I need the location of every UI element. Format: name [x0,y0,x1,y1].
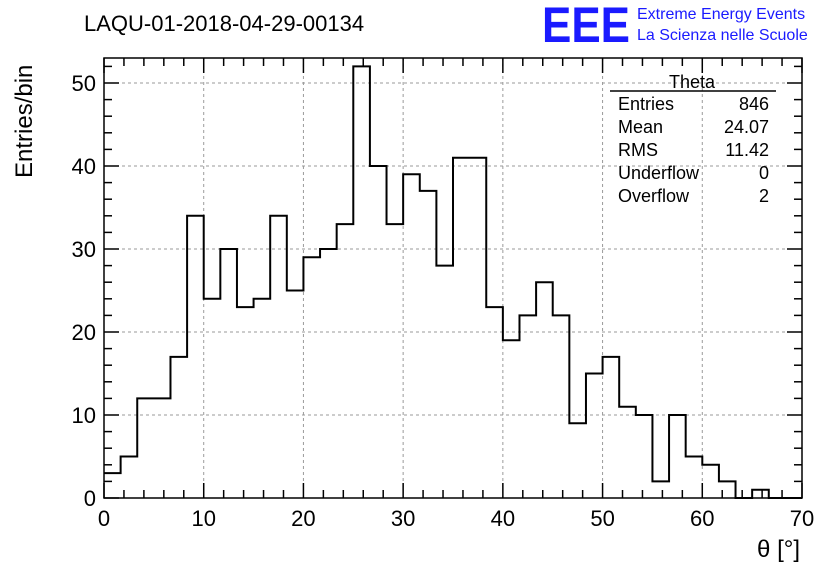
histogram-bin [121,457,138,499]
histogram-bin [752,490,769,498]
plot-title: LAQU-01-2018-04-29-00134 [84,11,364,36]
x-tick-label: 20 [291,506,315,531]
histogram-bin [436,266,453,498]
eee-logo: EEE Extreme Energy Events La Scienza nel… [542,0,808,53]
histogram-bin [270,216,287,498]
histogram-bin [387,224,404,498]
histogram-outline [104,65,803,499]
histogram-bin [303,257,320,498]
y-tick-label: 40 [72,154,96,179]
histogram-bin [702,465,719,498]
stats-label: RMS [618,140,658,160]
histogram-bin [204,299,221,498]
histogram-bin [154,398,171,498]
stats-value: 24.07 [724,117,769,137]
histogram-bin [104,473,121,498]
x-tick-label: 10 [191,506,215,531]
stats-title: Theta [669,72,716,92]
histogram-bin [353,66,370,498]
logo-line2: La Scienza nelle Scuole [637,27,808,44]
histogram-bin [287,291,304,499]
histogram-bin [569,423,586,498]
grid-lines [104,58,802,498]
x-tick-label: 30 [391,506,415,531]
stats-label: Overflow [618,186,690,206]
stats-label: Underflow [618,163,700,183]
histogram-bin [586,374,603,499]
histogram-bin [652,481,669,498]
stats-label: Entries [618,94,674,114]
histogram-bin [420,191,437,498]
stats-label: Mean [618,117,663,137]
stats-box: Theta Entries 846 Mean 24.07 RMS 11.42 Underfl… [610,72,776,206]
stats-value: 11.42 [725,140,769,160]
stats-value: 0 [759,163,769,183]
stats-value: 2 [759,186,769,206]
x-tick-label: 50 [590,506,614,531]
y-tick-label: 10 [72,403,96,428]
plot-frame [103,57,803,499]
histogram-bin [403,174,420,498]
stats-value: 846 [739,94,769,114]
histogram-bin [503,340,520,498]
logo-line1: Extreme Energy Events [637,6,805,23]
histogram-bin [603,357,620,498]
logo-letters: EEE [542,0,630,53]
histogram-bin [453,158,470,498]
histogram-bin [536,282,553,498]
histogram-bin [619,407,636,498]
histogram-bin [553,315,570,498]
histogram-bin [719,481,736,498]
histogram-bin [636,415,653,498]
histogram-bin [137,398,154,498]
x-tick-label: 40 [491,506,515,531]
histogram-bin [170,357,187,498]
y-tick-label: 0 [84,486,96,511]
histogram-bin [187,216,204,498]
histogram-bin [470,158,487,498]
histogram-bin [237,307,254,498]
y-tick-label: 50 [72,71,96,96]
histogram-bin [254,299,271,498]
x-tick-label: 70 [790,506,814,531]
histogram-bin [519,315,536,498]
stats-rows: Entries 846 Mean 24.07 RMS 11.42 Underflow 0 Ove… [618,94,769,206]
histogram-bin [486,307,503,498]
histogram-bin [669,415,686,498]
x-axis-title: θ [°] [757,536,800,563]
histogram-bin [686,457,703,499]
y-tick-label: 20 [72,320,96,345]
histogram-bin [220,249,237,498]
histogram-bin [370,166,387,498]
y-axis-title: Entries/bin [11,65,38,178]
x-tick-label: 60 [690,506,714,531]
axis-ticks [103,58,803,499]
y-tick-label: 30 [72,237,96,262]
histogram-bin [337,224,354,498]
x-tick-label: 0 [98,506,110,531]
histogram-bin [320,249,337,498]
